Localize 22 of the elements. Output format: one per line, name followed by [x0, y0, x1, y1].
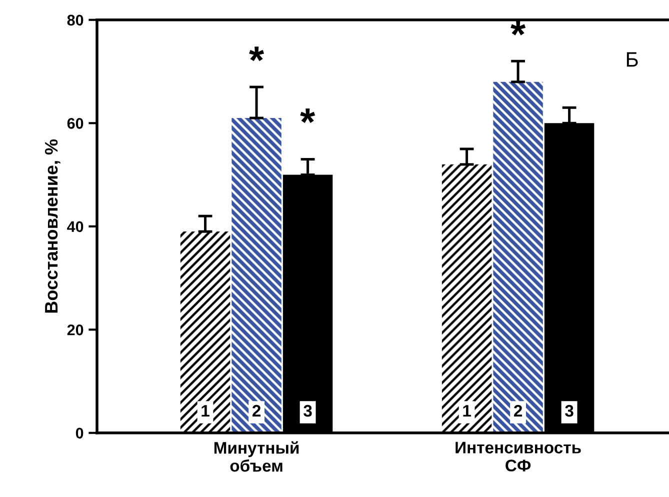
annotation: *: [510, 20, 526, 36]
text: 1: [463, 405, 471, 417]
series-label: 1: [202, 405, 210, 417]
bar: [493, 82, 543, 433]
y-tick-label: 80: [67, 14, 84, 26]
series-label: 3: [304, 404, 312, 417]
y-tick-label: 20: [67, 324, 84, 336]
y-tick-label: 40: [67, 221, 84, 232]
annotation: Б: [626, 52, 638, 67]
x-tick-label: Интенсивность СФ: [456, 442, 581, 472]
bar: [180, 232, 230, 433]
bar: [232, 118, 282, 433]
y-tick-label: 60: [67, 118, 84, 129]
text: 2: [514, 404, 522, 417]
bar: [442, 164, 492, 433]
annotation: *: [300, 108, 316, 123]
y-axis-title: Восстановление, %: [44, 139, 60, 313]
text: 3: [565, 404, 574, 417]
annotation: *: [249, 46, 264, 62]
y-tick-label: 0: [76, 428, 84, 439]
x-tick-label: Минутный объем: [214, 441, 299, 472]
series-label: 2: [252, 404, 260, 417]
